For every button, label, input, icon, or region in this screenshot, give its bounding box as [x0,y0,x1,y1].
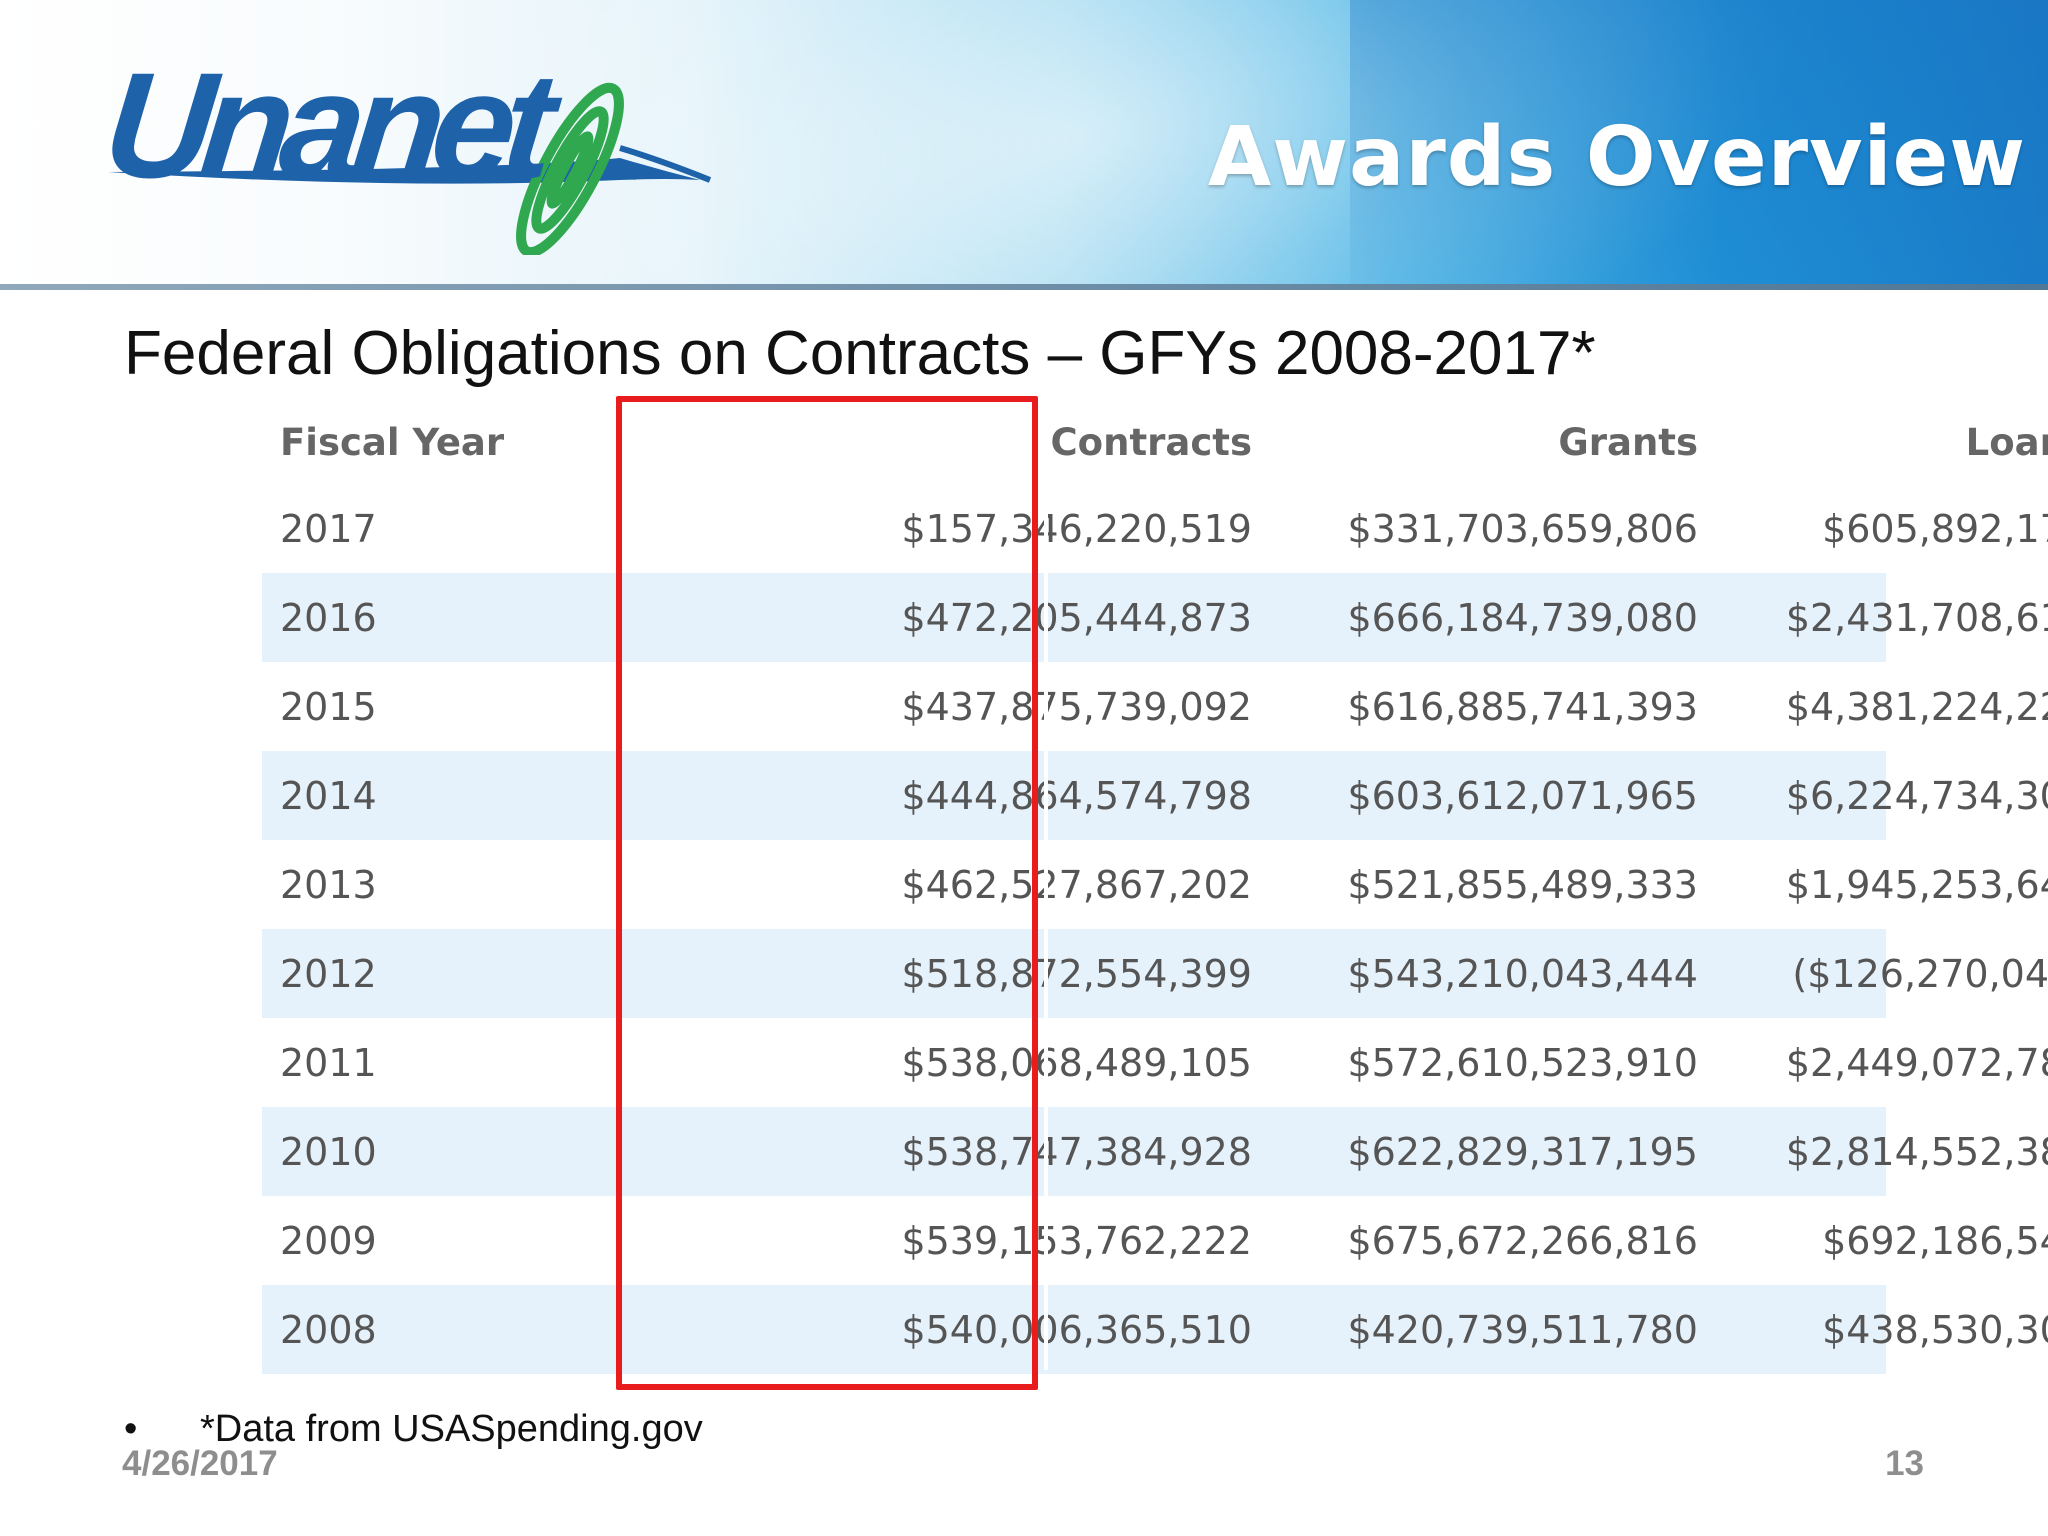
cell-contracts: $539,153,762,222 [901,1218,1252,1263]
cell-loans: $1,945,253,640 [1785,862,2048,907]
cell-year: 2015 [280,684,377,729]
cell-grants: $675,672,266,816 [1347,1218,1698,1263]
cell-year: 2009 [280,1218,377,1263]
cell-contracts: $157,346,220,519 [901,506,1252,551]
table-row: 2008 $540,006,365,510 $420,739,511,780 $… [262,1285,2048,1374]
cell-grants: $603,612,071,965 [1347,773,1698,818]
table-row: 2010 $538,747,384,928 $622,829,317,195 $… [262,1107,2048,1196]
cell-loans: $605,892,175 [1822,506,2048,551]
table-header-row: Fiscal Year Contracts Grants Loans [262,400,2048,484]
cell-grants: $331,703,659,806 [1347,506,1698,551]
cell-grants: $666,184,739,080 [1347,595,1698,640]
cell-grants: $420,739,511,780 [1347,1307,1698,1352]
cell-year: 2011 [280,1040,377,1085]
logo-wordmark: Unanet [97,41,552,209]
cell-loans: $692,186,541 [1822,1218,2048,1263]
cell-year: 2013 [280,862,377,907]
table-row: 2013 $462,527,867,202 $521,855,489,333 $… [262,840,2048,929]
header-divider [0,284,2048,290]
cell-contracts: $462,527,867,202 [901,862,1252,907]
footnote-bullet: • [124,1408,138,1450]
cell-grants: $521,855,489,333 [1347,862,1698,907]
header-loans: Loans [1965,420,2048,464]
column-separator [1044,400,1048,1370]
page-number: 13 [1885,1444,1924,1483]
unanet-logo: Unanet [97,40,720,255]
table-row: 2009 $539,153,762,222 $675,672,266,816 $… [262,1196,2048,1285]
footnote-text: *Data from USASpending.gov [200,1408,703,1450]
cell-loans: $6,224,734,303 [1785,773,2048,818]
cell-year: 2017 [280,506,377,551]
cell-loans: $438,530,307 [1822,1307,2048,1352]
cell-year: 2010 [280,1129,377,1174]
slide-title: Awards Overview [1207,110,2026,205]
table-row: 2017 $157,346,220,519 $331,703,659,806 $… [262,484,2048,573]
contracts-highlight-box [616,396,1038,1390]
slide-subtitle: Federal Obligations on Contracts – GFYs … [124,319,1596,388]
cell-year: 2008 [280,1307,377,1352]
cell-grants: $622,829,317,195 [1347,1129,1698,1174]
cell-contracts: $538,068,489,105 [901,1040,1252,1085]
cell-contracts: $538,747,384,928 [901,1129,1252,1174]
header-fiscal-year: Fiscal Year [280,420,505,464]
cell-loans: $2,814,552,384 [1785,1129,2048,1174]
cell-contracts: $472,205,444,873 [901,595,1252,640]
header-banner: Unanet Awards Overview [0,0,2048,288]
banner-sky-shade [1350,0,2048,288]
table-row: 2011 $538,068,489,105 $572,610,523,910 $… [262,1018,2048,1107]
cell-grants: $616,885,741,393 [1347,684,1698,729]
cell-contracts: $518,872,554,399 [901,951,1252,996]
cell-grants: $572,610,523,910 [1347,1040,1698,1085]
cell-contracts: $444,864,574,798 [901,773,1252,818]
table-row: 2016 $472,205,444,873 $666,184,739,080 $… [262,573,2048,662]
table-row: 2012 $518,872,554,399 $543,210,043,444 (… [262,929,2048,1018]
cell-loans: $4,381,224,220 [1785,684,2048,729]
slide-date: 4/26/2017 [122,1444,278,1483]
cell-contracts: $437,875,739,092 [901,684,1252,729]
cell-grants: $543,210,043,444 [1347,951,1698,996]
cell-loans: ($126,270,040) [1792,951,2048,996]
cell-loans: $2,431,708,614 [1785,595,2048,640]
cell-year: 2016 [280,595,377,640]
logo-swoosh-icon [108,82,712,255]
cell-loans: $2,449,072,788 [1785,1040,2048,1085]
table-row: 2015 $437,875,739,092 $616,885,741,393 $… [262,662,2048,751]
header-grants: Grants [1558,420,1698,464]
header-contracts: Contracts [1050,420,1252,464]
cell-contracts: $540,006,365,510 [901,1307,1252,1352]
cell-year: 2014 [280,773,377,818]
table-row: 2014 $444,864,574,798 $603,612,071,965 $… [262,751,2048,840]
obligations-table: Fiscal Year Contracts Grants Loans 2017 … [262,400,2048,1374]
cell-year: 2012 [280,951,377,996]
footnote: • *Data from USASpending.gov [124,1408,703,1451]
